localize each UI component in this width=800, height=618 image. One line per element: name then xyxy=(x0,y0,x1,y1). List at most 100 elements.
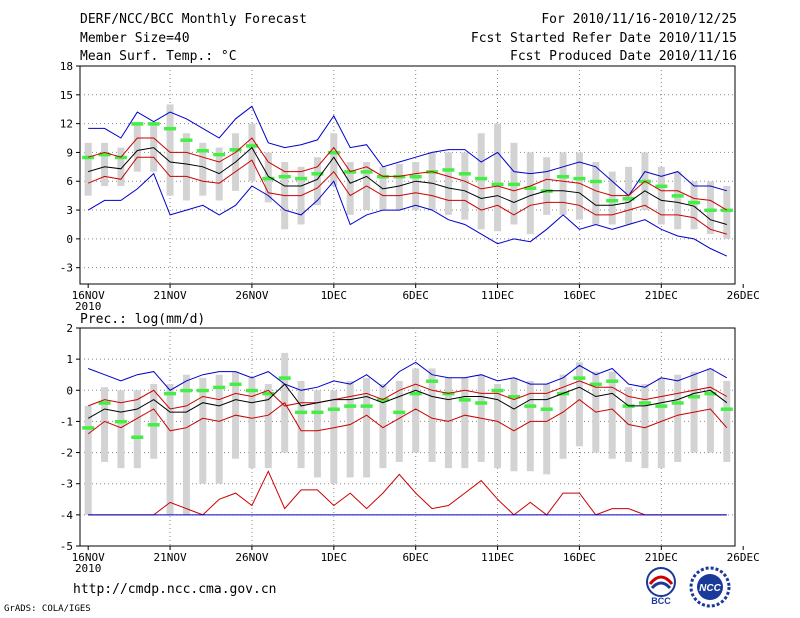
ncc-logo: NCC xyxy=(689,566,731,608)
ensemble-box xyxy=(608,371,616,459)
climate-mark xyxy=(147,423,160,427)
climate-mark xyxy=(638,401,651,405)
x-tick-label: 26NOV xyxy=(235,551,268,564)
climate-mark xyxy=(311,410,324,415)
climate-mark xyxy=(671,401,684,405)
ensemble-box xyxy=(412,368,420,453)
climate-mark xyxy=(655,184,668,189)
ensemble-box xyxy=(444,152,452,215)
x-tick-label: 26NOV xyxy=(235,289,268,302)
ncc-logo-text: NCC xyxy=(699,583,721,594)
climate-mark xyxy=(491,388,504,393)
ensemble-box xyxy=(428,152,436,211)
ensemble-box xyxy=(706,368,714,453)
ensemble-box xyxy=(526,380,534,472)
climate-mark xyxy=(491,182,504,187)
ensemble-box xyxy=(723,380,731,462)
climate-mark xyxy=(458,172,471,176)
series-min_red-line xyxy=(88,470,727,516)
ensemble-box xyxy=(133,390,141,469)
climate-mark xyxy=(98,401,111,405)
x-tick-label: 21DEC xyxy=(645,551,678,564)
series-max-line xyxy=(88,361,728,391)
y-tick-label: 12 xyxy=(60,118,73,131)
ensemble-box xyxy=(84,405,92,515)
panel-precipitation: Prec.: log(mm/d) -5 -4 -3 -2 -1 0 1 2 16NOV 21NOV 2… xyxy=(60,312,760,575)
ensemble-box xyxy=(166,104,174,196)
ensemble-box xyxy=(313,157,321,206)
bcc-logo-text: BCC xyxy=(651,596,671,606)
climate-mark xyxy=(164,391,177,396)
climate-mark xyxy=(278,376,291,380)
y-tick-label: 0 xyxy=(66,384,73,397)
ensemble-box xyxy=(346,380,354,478)
x-tick-label: 11DEC xyxy=(481,289,514,302)
ensemble-box xyxy=(117,390,125,469)
ensemble-box xyxy=(297,380,305,469)
plot-frame xyxy=(79,327,736,547)
series-min-line xyxy=(87,172,728,257)
climate-mark xyxy=(360,404,373,408)
member-size: Member Size=40 xyxy=(80,31,190,46)
ensemble-box xyxy=(395,163,403,211)
climate-mark xyxy=(360,170,373,174)
climate-mark xyxy=(475,176,488,181)
source-url[interactable]: http://cmdp.ncc.cma.gov.cn xyxy=(73,582,277,597)
climate-mark xyxy=(589,179,602,184)
y-tick-label: 9 xyxy=(66,146,73,159)
ensemble-box xyxy=(363,377,371,478)
climate-mark xyxy=(82,426,95,430)
ensemble-box xyxy=(166,384,174,515)
climate-mark xyxy=(704,208,717,213)
ensemble-box xyxy=(674,171,682,230)
ensemble-box xyxy=(706,181,714,235)
climate-mark xyxy=(524,186,537,190)
climate-mark xyxy=(507,182,520,187)
ensemble-box xyxy=(690,181,698,230)
ensemble-box xyxy=(575,362,583,447)
grads-credit: GrADS: COLA/IGES xyxy=(4,604,91,614)
ensemble-box xyxy=(199,142,207,196)
climate-mark xyxy=(229,148,242,152)
climate-mark xyxy=(262,176,275,181)
climate-mark xyxy=(442,168,455,172)
climate-mark xyxy=(180,138,193,142)
climate-mark xyxy=(409,174,422,179)
climate-mark xyxy=(688,395,701,399)
x-tick-label: 16NOV xyxy=(72,551,105,564)
ensemble-box xyxy=(526,152,534,235)
x-tick-label: 16NOV xyxy=(72,289,105,302)
y-tick-label: 0 xyxy=(66,233,73,246)
ensemble-box xyxy=(723,186,731,239)
climate-mark xyxy=(540,407,553,411)
climate-mark xyxy=(344,404,357,408)
climate-mark xyxy=(557,174,570,179)
variable-label: Mean Surf. Temp.: °C xyxy=(80,49,237,64)
series-lower-line xyxy=(88,156,727,235)
ensemble-box xyxy=(215,374,223,484)
ensemble-box xyxy=(494,123,502,232)
ensemble-box xyxy=(150,384,158,459)
series-upper-line xyxy=(88,137,728,211)
fcst-started-date: Fcst Started Refer Date 2010/11/15 xyxy=(470,31,737,46)
ensemble-box xyxy=(248,123,256,182)
ensemble-box xyxy=(330,390,338,484)
ensemble-box xyxy=(101,387,109,462)
ensemble-box xyxy=(657,166,665,225)
x-tick-label: 26DEC xyxy=(727,289,760,302)
ensemble-box xyxy=(461,152,469,220)
bcc-logo: BCC xyxy=(646,567,676,606)
forecast-title: DERF/NCC/BCC Monthly Forecast xyxy=(80,12,307,27)
x-year-label: 2010 xyxy=(75,300,102,313)
climate-mark xyxy=(671,194,684,198)
series-upper-line xyxy=(88,380,728,410)
ensemble-box xyxy=(657,377,665,469)
x-tick-label: 16DEC xyxy=(563,289,596,302)
ensemble-box xyxy=(182,374,190,515)
climate-mark xyxy=(720,407,733,411)
climate-mark xyxy=(688,200,701,205)
ensemble-box xyxy=(412,162,420,211)
x-tick-label: 26DEC xyxy=(727,551,760,564)
climate-mark xyxy=(606,198,619,203)
